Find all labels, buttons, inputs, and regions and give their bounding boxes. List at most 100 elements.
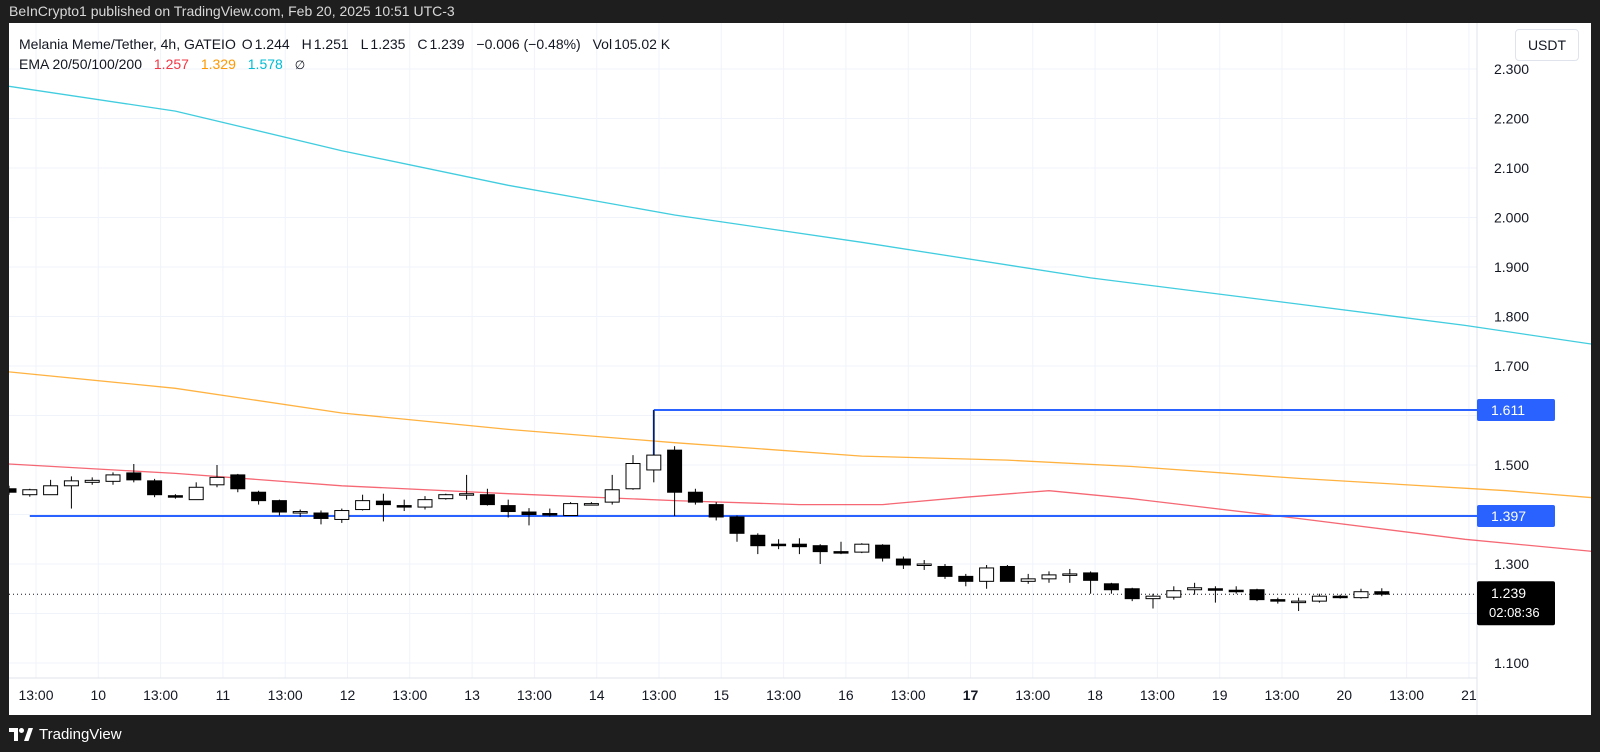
level-price-label-text: 1.611	[1491, 402, 1525, 418]
candle-body-up	[1187, 587, 1203, 591]
volume-value: 105.02 K	[614, 36, 671, 52]
candle-body-up	[563, 503, 579, 516]
level-price-label-text: 1.397	[1491, 508, 1526, 524]
candle	[438, 493, 454, 500]
candle	[147, 478, 163, 498]
candle	[313, 510, 329, 525]
candle-body-up	[438, 494, 454, 500]
candle-body-down	[1103, 583, 1119, 591]
currency-button[interactable]: USDT	[1515, 29, 1579, 61]
time-tick-label: 12	[340, 687, 356, 703]
high-value: 1.251	[313, 36, 349, 52]
candle	[708, 502, 724, 521]
candle	[1103, 582, 1119, 594]
candle-body-up	[105, 474, 121, 482]
chart-canvas[interactable]: 2.3002.2002.1002.0001.9001.8001.7001.600…	[9, 23, 1591, 715]
candle-body-down	[958, 575, 974, 582]
candle-body-down	[167, 495, 183, 498]
ema-legend-row: EMA 20/50/100/200 1.257 1.329 1.578 ∅	[19, 54, 672, 74]
candle	[999, 564, 1015, 582]
candle	[1291, 597, 1307, 612]
candle	[459, 474, 475, 500]
candle	[875, 544, 891, 562]
candle-body-up	[459, 493, 475, 496]
candle	[375, 493, 391, 522]
candle	[937, 564, 953, 579]
candle-body-down	[1249, 589, 1265, 601]
candle	[1207, 586, 1223, 603]
ema-label[interactable]: EMA 20/50/100/200	[19, 56, 142, 72]
candle-body-up	[979, 567, 995, 582]
candle	[750, 533, 766, 555]
time-tick-label: 15	[714, 687, 730, 703]
candle-body-up	[63, 480, 79, 487]
candle-body-up	[209, 476, 225, 486]
candle	[1249, 588, 1265, 602]
tradingview-logo[interactable]: TradingView	[9, 726, 122, 743]
candle-body-up	[854, 543, 870, 553]
candle	[1353, 588, 1369, 599]
candle	[1124, 587, 1140, 602]
candle-body-down	[396, 505, 412, 508]
symbol-label[interactable]: Melania Meme/Tether, 4h, GATEIO	[19, 36, 236, 52]
candle	[1374, 588, 1390, 597]
ohlc-legend-row: Melania Meme/Tether, 4h, GATEIO O 1.244 H…	[19, 34, 672, 54]
high-label: H	[301, 36, 312, 52]
change-value: −0.006 (−0.48%)	[476, 36, 581, 52]
close-value: 1.239	[429, 36, 465, 52]
ema100-value: 1.578	[247, 56, 283, 72]
candle-body-down	[1083, 572, 1099, 581]
price-tick-label: 2.000	[1494, 210, 1529, 226]
candle-body-up	[646, 454, 662, 471]
candle-body-down	[251, 491, 267, 502]
tradingview-brand: TradingView	[39, 726, 122, 743]
candle-body-down	[500, 505, 516, 513]
candle	[167, 494, 183, 499]
candle	[958, 573, 974, 587]
candle-body-down	[1374, 591, 1390, 595]
candle	[563, 502, 579, 516]
time-tick-label: 21	[1461, 687, 1477, 703]
candle-body-down	[1124, 588, 1140, 600]
candle	[126, 464, 142, 483]
candle-body-down	[9, 488, 17, 493]
volume-label: Vol	[592, 36, 613, 52]
candle-body-down	[375, 500, 391, 506]
candle-body-up	[84, 479, 100, 483]
candle-body-up	[417, 499, 433, 508]
chart-legend: Melania Meme/Tether, 4h, GATEIO O 1.244 H…	[19, 34, 672, 74]
candle	[1311, 593, 1327, 603]
candle-body-down	[1228, 589, 1244, 593]
price-tick-label: 2.300	[1494, 61, 1529, 77]
candle	[667, 446, 683, 516]
level-price-label-bg	[1477, 504, 1555, 527]
candle-body-down	[750, 534, 766, 547]
candle	[833, 541, 849, 555]
candle-body-up	[292, 511, 308, 514]
candle	[854, 543, 870, 554]
time-tick-label: 17	[963, 687, 979, 703]
ema50-line	[9, 371, 1591, 499]
candle-body-down	[1207, 588, 1223, 591]
chart-panel[interactable]: 2.3002.2002.1002.0001.9001.8001.7001.600…	[9, 23, 1591, 715]
candle-body-up	[604, 489, 620, 503]
candle	[604, 474, 620, 505]
candle	[230, 473, 246, 493]
candle-body-up	[1145, 595, 1161, 600]
time-tick-label: 13:00	[891, 687, 926, 703]
candle	[1332, 594, 1348, 599]
ema200-hidden-icon[interactable]: ∅	[294, 58, 306, 72]
candle-body-up	[1166, 590, 1182, 598]
last-price-value: 1.239	[1491, 585, 1526, 601]
candle-body-up	[1353, 591, 1369, 599]
level-price-label: 1.611	[1477, 399, 1555, 422]
candle-body-up	[916, 563, 932, 566]
candle	[9, 485, 17, 495]
bar-countdown: 02:08:36	[1489, 605, 1540, 620]
time-tick-label: 20	[1337, 687, 1353, 703]
candle-body-down	[687, 491, 703, 503]
time-tick-label: 13:00	[1015, 687, 1050, 703]
candle-body-down	[1270, 599, 1286, 602]
close-label: C	[417, 36, 428, 52]
ema100-line	[9, 85, 1591, 345]
